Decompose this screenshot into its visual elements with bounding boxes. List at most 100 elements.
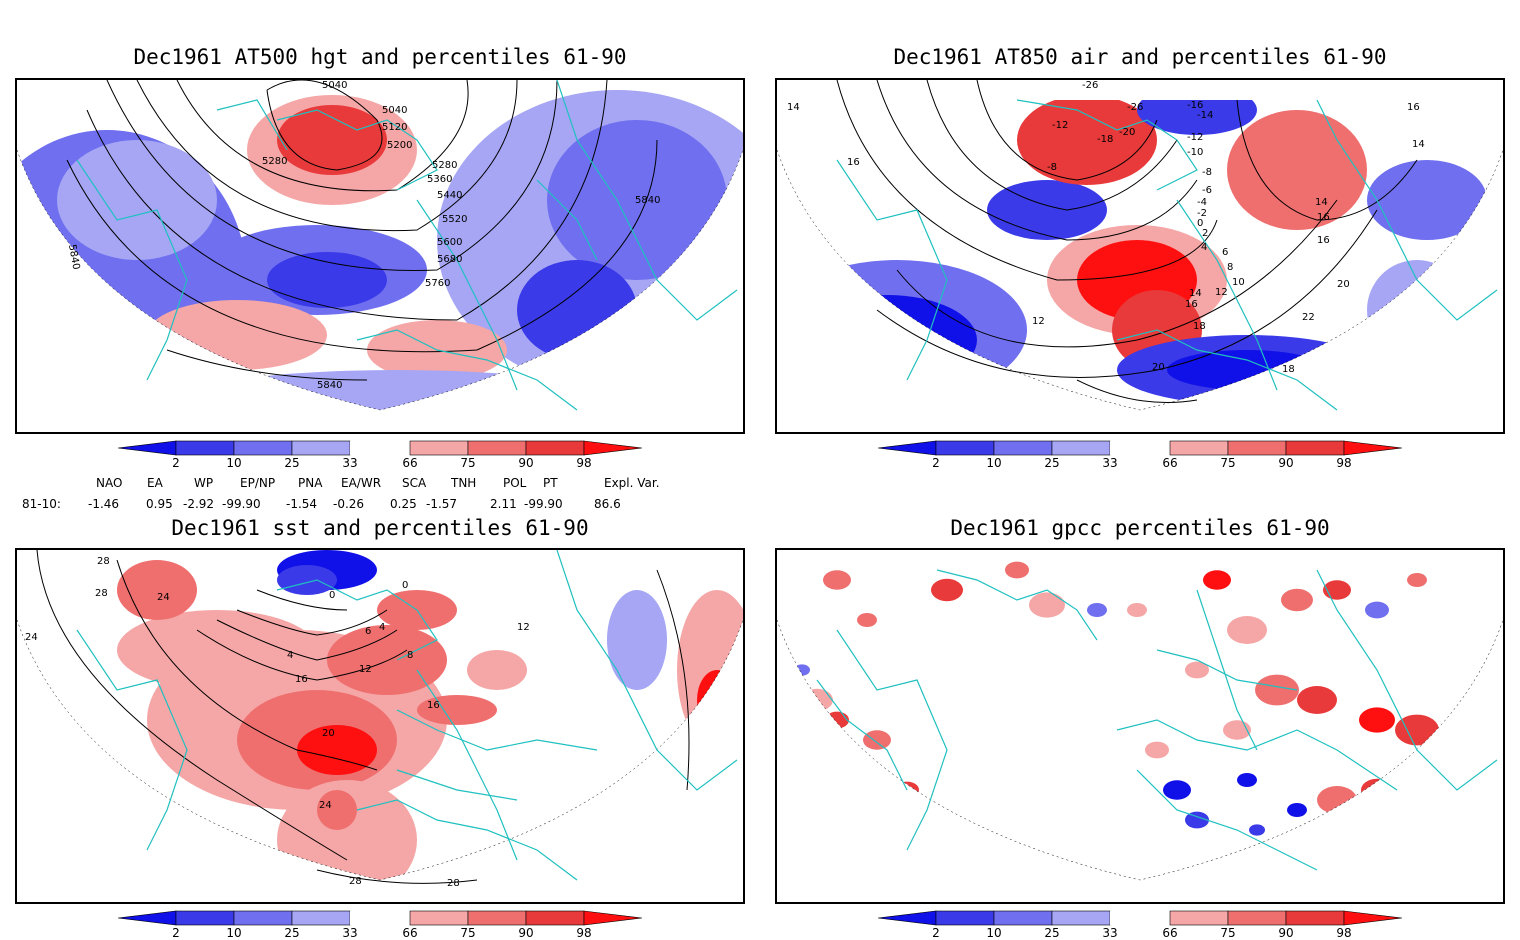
svg-text:-26: -26 (1127, 102, 1143, 113)
svg-text:28: 28 (349, 876, 362, 887)
precip-percentile-patch (1227, 616, 1267, 644)
svg-text:-18: -18 (1097, 134, 1113, 145)
map-gpcc (777, 550, 1503, 881)
precip-percentile-patch (1145, 741, 1169, 759)
colorbar-label: 2 (932, 456, 940, 470)
colorbar-label: 25 (284, 926, 300, 940)
idx-value: 86.6 (594, 497, 621, 511)
precip-percentile-patch (931, 578, 963, 602)
colorbar-segment (877, 910, 937, 926)
svg-text:20: 20 (322, 728, 335, 739)
svg-text:24: 24 (319, 800, 332, 811)
precip-percentile-patch (1463, 690, 1491, 710)
colorbar-segment (583, 440, 643, 456)
colorbar-segment (993, 910, 1053, 926)
colorbar-segment (1227, 910, 1287, 926)
colorbar-bottom-right: 2 10 25 33 66 75 90 98 (877, 910, 1408, 940)
svg-text:16: 16 (1407, 102, 1420, 113)
svg-text:14: 14 (1189, 288, 1202, 299)
colorbar-segment (175, 910, 235, 926)
precip-percentile-patch (1303, 830, 1331, 850)
colorbar-label: 10 (986, 926, 1002, 940)
colorbar-segment (350, 441, 410, 455)
colorbar-label: 90 (1278, 456, 1294, 470)
idx-header: SCA (402, 476, 427, 490)
idx-value: -1.54 (286, 497, 318, 511)
svg-text:22: 22 (1302, 312, 1315, 323)
svg-text:-10: -10 (1187, 147, 1203, 158)
idx-header: PT (543, 476, 558, 490)
idx-row-label: 81-10: (22, 497, 61, 511)
svg-text:14: 14 (1412, 139, 1425, 150)
idx-header: Expl. Var. (604, 476, 660, 490)
svg-text:5120: 5120 (382, 122, 407, 133)
panel-title-gpcc: Dec1961 gpcc percentiles 61-90 (950, 516, 1330, 540)
idx-header: EA/WR (341, 476, 382, 490)
map-sst: 28 28 24 24 0 0 4 4 6 8 12 12 16 16 20 2… (17, 550, 743, 889)
svg-text:-12: -12 (1187, 132, 1203, 143)
idx-value: -2.92 (183, 497, 215, 511)
colorbar-label: 66 (402, 456, 418, 470)
svg-text:8: 8 (407, 650, 413, 661)
contour-labels-hgt: 5040 5040 5120 5200 5280 5280 5360 5440 … (66, 80, 660, 391)
colorbar-label: 33 (1102, 926, 1118, 940)
colorbar-label: 66 (1162, 456, 1178, 470)
precip-percentile-patch (857, 613, 877, 627)
colorbar-label: 33 (342, 926, 358, 940)
svg-text:-8: -8 (1047, 162, 1057, 173)
precip-percentile-patch (1317, 786, 1357, 814)
precip-percentile-patch (1281, 588, 1313, 612)
panel-title-hgt: Dec1961 AT500 hgt and percentiles 61-90 (133, 45, 627, 69)
svg-text:18: 18 (1193, 321, 1206, 332)
colorbar-graphic (117, 440, 643, 456)
svg-text:6: 6 (365, 626, 371, 637)
precip-percentile-patch (863, 730, 891, 750)
idx-header: WP (194, 476, 214, 490)
precip-percentile-patch (1185, 661, 1209, 679)
svg-text:20: 20 (1152, 362, 1165, 373)
svg-text:5040: 5040 (322, 80, 347, 91)
svg-text:-4: -4 (1197, 197, 1207, 208)
precip-percentile-patch (794, 664, 810, 676)
precip-percentile-patch (1361, 778, 1393, 802)
colorbar-segment (525, 910, 585, 926)
svg-text:5600: 5600 (437, 237, 462, 248)
precip-percentile-patch (1395, 714, 1439, 746)
svg-text:16: 16 (847, 157, 860, 168)
svg-text:18: 18 (1282, 364, 1295, 375)
svg-text:0: 0 (402, 580, 408, 591)
panel-title-air: Dec1961 AT850 air and percentiles 61-90 (893, 45, 1387, 69)
colorbar-segment (1169, 440, 1229, 456)
colorbar-label: 10 (226, 926, 242, 940)
svg-text:5040: 5040 (382, 105, 407, 116)
colorbar-label: 25 (284, 456, 300, 470)
svg-text:8: 8 (1227, 262, 1233, 273)
svg-text:12: 12 (1032, 316, 1045, 327)
colorbar-segment (409, 440, 469, 456)
colorbar-label: 33 (1102, 456, 1118, 470)
colorbar-segment (993, 440, 1053, 456)
contour-labels-sst: 28 28 24 24 0 0 4 4 6 8 12 12 16 16 20 2… (25, 556, 530, 889)
colorbar-label: 75 (460, 456, 476, 470)
colorbar-segment (117, 910, 177, 926)
colorbar-segment (291, 440, 351, 456)
svg-text:5840: 5840 (66, 244, 81, 271)
colorbar-label: 90 (1278, 926, 1294, 940)
colorbar-segment (1051, 910, 1111, 926)
svg-text:-12: -12 (1052, 120, 1068, 131)
colorbar-segment (1051, 440, 1111, 456)
svg-text:20: 20 (1337, 279, 1350, 290)
svg-text:-14: -14 (1197, 110, 1213, 121)
idx-value: 0.95 (146, 497, 173, 511)
svg-text:14: 14 (1315, 197, 1328, 208)
svg-text:16: 16 (1317, 212, 1330, 223)
contour-labels-air: -26 -26 -16 -14 -12 -12 -18 -20 -10 -8 -… (787, 80, 1425, 375)
colorbar-label: 75 (1220, 456, 1236, 470)
map-hgt: 5040 5040 5120 5200 5280 5280 5360 5440 … (17, 80, 743, 411)
precip-percentile-patch (1163, 780, 1191, 800)
colorbar-top-right: 2 10 25 33 66 75 90 98 (877, 440, 1408, 474)
map-air: -26 -26 -16 -14 -12 -12 -18 -20 -10 -8 -… (777, 80, 1503, 411)
colorbar-label: 2 (172, 456, 180, 470)
colorbar-label: 90 (518, 926, 534, 940)
svg-text:-26: -26 (1082, 80, 1098, 91)
